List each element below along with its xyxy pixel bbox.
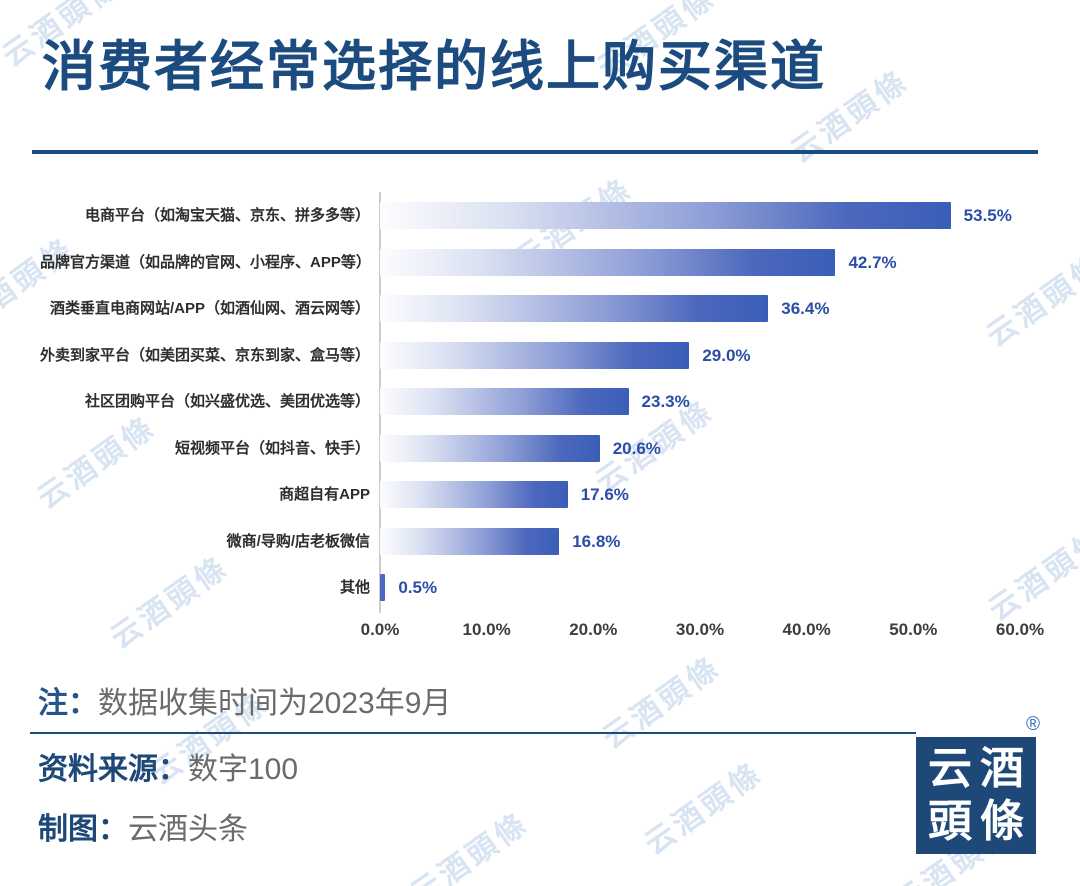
bar-value-label: 42.7%: [848, 252, 897, 272]
chart-row: 其他 0.5%: [40, 564, 1050, 611]
chart-row: 品牌官方渠道（如品牌的官网、小程序、APP等） 42.7%: [40, 239, 1050, 286]
credit-label: 制图：: [38, 813, 128, 846]
x-axis-tick-label: 20.0%: [569, 620, 618, 639]
bar: [380, 202, 951, 229]
bar-value-label: 16.8%: [572, 531, 621, 551]
bar-value-label: 0.5%: [398, 578, 438, 597]
logo-char-top-left: 云: [928, 744, 972, 794]
bar: [380, 481, 568, 508]
x-axis-tick-label: 50.0%: [889, 620, 938, 639]
chart-row: 酒类垂直电商网站/APP（如酒仙网、酒云网等） 36.4%: [40, 285, 1050, 332]
title-divider: [32, 150, 1038, 154]
bar-value-label: 36.4%: [781, 299, 830, 318]
x-axis-tick-label: 60.0%: [995, 620, 1045, 639]
bar-chart: 电商平台（如淘宝天猫、京东、拼多多等） 53.5% 品牌官方渠道（如品牌的官网、小程…: [40, 192, 1050, 652]
bar: [380, 341, 690, 369]
x-axis-tick-label: 10.0%: [462, 620, 511, 639]
logo-char-top-right: 酒: [980, 744, 1024, 794]
bar-value-label: 29.0%: [702, 345, 751, 365]
chart-row: 商超自有APP 17.6%: [40, 471, 1050, 518]
x-axis-tick-label: 40.0%: [782, 620, 831, 639]
bar-category-label: 社区团购平台（如兴盛优选、美团优选等）: [84, 393, 370, 410]
page-title: 消费者经常选择的线上购买渠道: [42, 37, 826, 97]
bar-value-label: 17.6%: [580, 485, 629, 504]
chart-row: 短视频平台（如抖音、快手） 20.6%: [40, 425, 1050, 472]
x-axis-tick-label: 30.0%: [675, 620, 725, 639]
bar-category-label: 品牌官方渠道（如品牌的官网、小程序、APP等）: [40, 253, 371, 271]
bar-category-label: 酒类垂直电商网站/APP（如酒仙网、酒云网等）: [49, 300, 370, 317]
chart-row: 电商平台（如淘宝天猫、京东、拼多多等） 53.5%: [40, 192, 1050, 239]
yunjiu-toutiao-logo: 云 酒 頭 條: [916, 737, 1036, 854]
x-axis-tick-label: 0.0%: [360, 620, 400, 639]
credit-line: 制图：云酒头条: [38, 812, 248, 848]
bar: [380, 434, 600, 462]
footer-divider: [30, 732, 916, 734]
chart-row: 社区团购平台（如兴盛优选、美团优选等） 23.3%: [40, 378, 1050, 425]
logo-char-bottom-right: 條: [980, 796, 1024, 846]
credit-text: 云酒头条: [128, 813, 248, 846]
bar-category-label: 电商平台（如淘宝天猫、京东、拼多多等）: [84, 207, 370, 224]
bar-category-label: 其他: [339, 579, 370, 596]
watermark-text: 云酒頭條: [638, 756, 770, 862]
note-text: 数据收集时间为2023年9月: [98, 687, 452, 720]
bar-category-label: 微商/导购/店老板微信: [226, 532, 370, 550]
watermark-text: 云酒頭條: [596, 650, 728, 756]
logo-char-bottom-left: 頭: [928, 796, 972, 846]
bar: [380, 574, 386, 601]
source-line: 资料来源：数字100: [38, 752, 298, 788]
bar-value-label: 20.6%: [612, 438, 661, 458]
bar-category-label: 外卖到家平台（如美团买菜、京东到家、盒马等）: [40, 346, 371, 364]
bar-category-label: 商超自有APP: [279, 486, 370, 503]
note-line: 注：数据收集时间为2023年9月: [38, 686, 451, 722]
bar: [380, 527, 560, 555]
chart-row: 外卖到家平台（如美团买菜、京东到家、盒马等） 29.0%: [40, 332, 1050, 379]
bar-category-label: 短视频平台（如抖音、快手）: [174, 439, 370, 457]
bar: [380, 295, 769, 322]
bar-value-label: 23.3%: [641, 392, 690, 411]
bar: [380, 248, 836, 276]
watermark-text: 云酒頭條: [404, 806, 536, 886]
source-label: 资料来源：: [38, 753, 188, 786]
bar-value-label: 53.5%: [963, 206, 1012, 225]
chart-row: 微商/导购/店老板微信 16.8%: [40, 518, 1050, 565]
bar: [380, 388, 629, 415]
source-text: 数字100: [188, 753, 299, 786]
note-label: 注：: [38, 687, 98, 720]
registered-trademark-icon: ®: [1026, 714, 1040, 735]
